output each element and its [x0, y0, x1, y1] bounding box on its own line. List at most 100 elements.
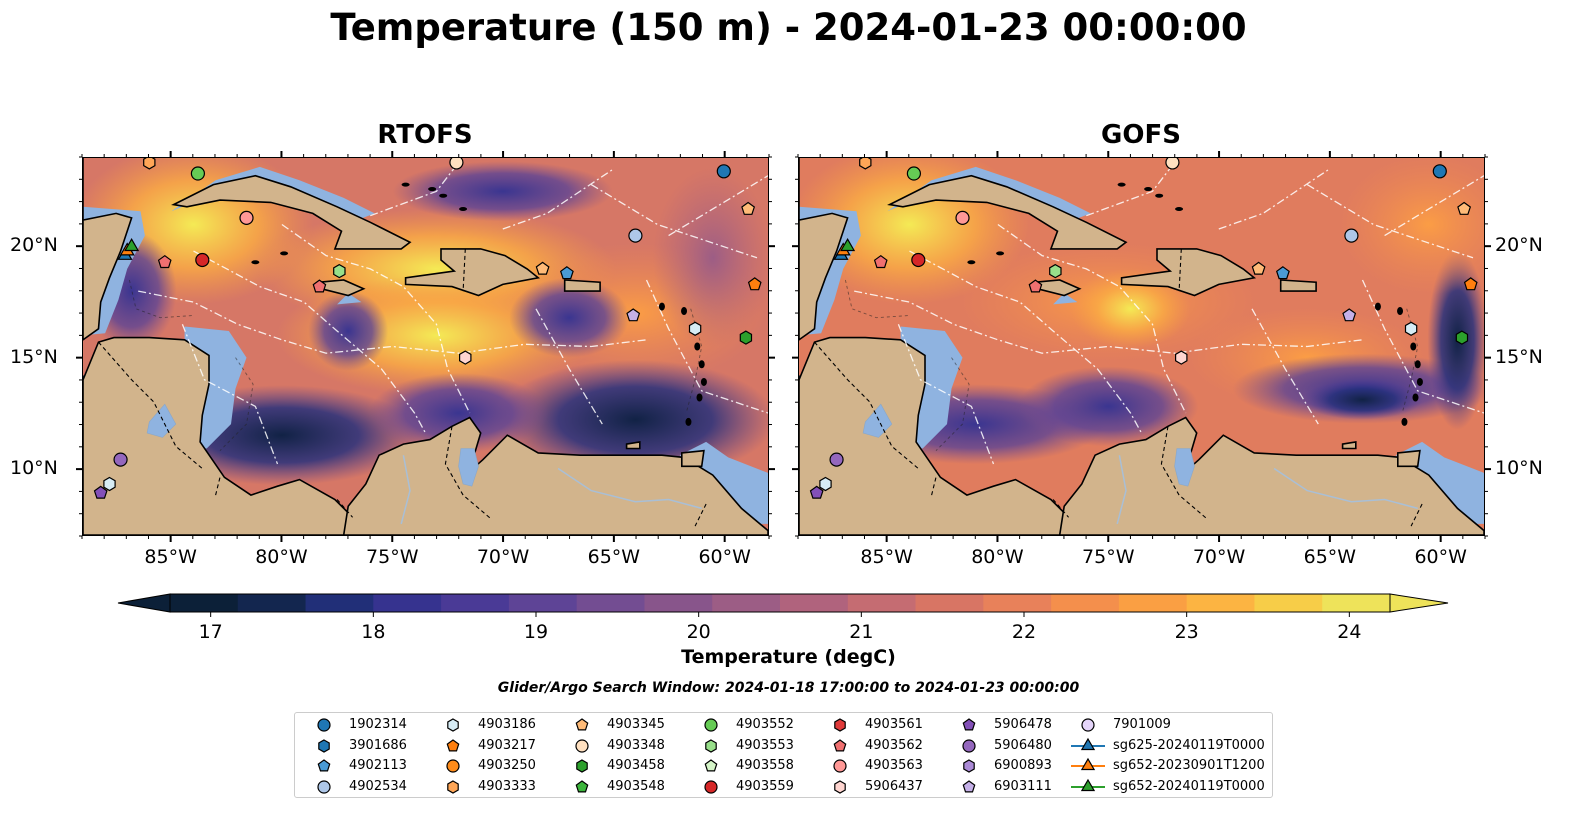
observation-marker-5906478[interactable]	[93, 485, 108, 499]
legend-marker-icon	[446, 759, 460, 773]
observation-marker-4903562[interactable]	[157, 254, 172, 269]
observation-marker-5906478[interactable]	[809, 485, 824, 499]
colorbar-segment	[712, 594, 781, 612]
observation-marker-4903458[interactable]	[1455, 330, 1469, 345]
observation-marker-5906437[interactable]	[459, 350, 472, 365]
colorbar-segment	[1186, 594, 1255, 612]
legend-label: 4903348	[607, 737, 665, 753]
lat-tick-label: 10°N	[1495, 457, 1543, 480]
legend-label: 4903250	[478, 758, 536, 773]
observation-marker-4903458[interactable]	[739, 330, 753, 345]
legend-marker-icon	[447, 779, 459, 794]
legend-label: 4903333	[478, 778, 536, 794]
legend-marker-icon	[963, 759, 975, 773]
observation-marker-4903186[interactable]	[103, 476, 116, 492]
legend-label: 4903558	[736, 758, 794, 773]
observation-marker-4903348[interactable]	[1165, 158, 1180, 170]
legend-label: 4903552	[736, 717, 794, 732]
legend-marker-icon	[704, 759, 718, 772]
legend-marker-icon	[317, 718, 331, 732]
legend-label: 4903561	[865, 717, 923, 732]
observation-marker-4903553[interactable]	[333, 263, 346, 279]
legend-label: 4903186	[478, 717, 536, 732]
colorbar-tick-label: 17	[199, 621, 223, 643]
lon-tick-label: 70°W	[1192, 546, 1246, 568]
observation-marker-4903345[interactable]	[1457, 201, 1472, 215]
observation-marker-4903345[interactable]	[1251, 261, 1266, 275]
legend-marker-icon	[576, 759, 588, 773]
observation-marker-sg652-20240119T0000[interactable]	[124, 237, 140, 252]
observation-marker-4903217[interactable]	[1463, 277, 1478, 291]
observation-marker-4903348[interactable]	[449, 158, 464, 170]
observation-marker-4903552[interactable]	[906, 166, 922, 181]
colorbar-segment	[983, 594, 1052, 612]
observation-marker-4903186[interactable]	[819, 476, 832, 492]
observation-marker-4903186[interactable]	[1404, 321, 1418, 336]
observation-marker-6903111[interactable]	[626, 308, 641, 322]
observation-marker-1902314[interactable]	[716, 164, 731, 179]
colorbar-tick-label: 21	[849, 621, 873, 643]
lat-tick-label: 15°N	[10, 345, 58, 368]
observation-marker-sg652-20240119T0000[interactable]	[840, 237, 856, 252]
legend-label: 4903562	[865, 737, 923, 753]
observation-marker-4902113[interactable]	[1275, 266, 1290, 280]
observation-marker-4903553[interactable]	[1049, 263, 1062, 279]
observation-marker-4903562[interactable]	[873, 254, 888, 269]
legend-marker-icon	[705, 738, 717, 753]
legend-marker-icon	[446, 738, 460, 751]
map-panel-gofs[interactable]	[798, 157, 1485, 536]
lon-tick-label: 65°W	[1303, 546, 1357, 568]
observation-marker-4903562[interactable]	[312, 279, 327, 293]
observation-marker-5906480[interactable]	[113, 452, 128, 467]
observation-marker-5906437[interactable]	[1175, 350, 1188, 365]
legend-label: 6900893	[994, 758, 1052, 773]
observation-marker-6903111[interactable]	[1342, 308, 1357, 322]
colorbar-tick-label: 18	[361, 621, 385, 643]
legend-label: 5906437	[865, 778, 923, 794]
observation-marker-4902534[interactable]	[628, 228, 643, 243]
observation-marker-4903186[interactable]	[688, 321, 702, 336]
lon-tick-label: 60°W	[698, 546, 751, 568]
legend-marker-icon	[317, 779, 331, 794]
observation-marker-4903563[interactable]	[955, 210, 970, 225]
observation-marker-4903217[interactable]	[747, 277, 762, 291]
colorbar-segment	[508, 594, 578, 612]
map-panel-rtofs[interactable]	[82, 157, 769, 536]
legend-marker-icon	[833, 738, 847, 751]
colorbar-tick-label: 24	[1337, 621, 1361, 643]
colorbar-segment	[237, 594, 307, 612]
observation-marker-4903333[interactable]	[143, 158, 156, 170]
colorbar-segment	[915, 594, 984, 612]
observation-marker-4902534[interactable]	[1344, 228, 1359, 243]
lon-tick-label: 80°W	[971, 546, 1024, 568]
observation-marker-1902314[interactable]	[1432, 164, 1447, 179]
figure-title: Temperature (150 m) - 2024-01-23 00:00:0…	[330, 6, 1247, 49]
observation-marker-4903333[interactable]	[859, 158, 872, 170]
legend-marker-icon	[962, 718, 976, 731]
legend-marker-icon	[575, 738, 589, 753]
legend-label: 7901009	[1113, 717, 1171, 732]
lon-tick-label: 75°W	[1082, 546, 1135, 568]
observation-marker-4902113[interactable]	[559, 266, 574, 280]
legend-marker-icon	[704, 779, 718, 794]
colorbar-segment	[576, 594, 645, 612]
legend-marker-icon	[1080, 757, 1096, 771]
colorbar-tick-label: 23	[1175, 621, 1199, 643]
colorbar-segment	[441, 594, 510, 612]
legend-label: 4902534	[349, 778, 407, 794]
observation-marker-5906480[interactable]	[829, 452, 844, 467]
observation-marker-4903559[interactable]	[195, 252, 210, 268]
panel-title-rtofs: RTOFS	[377, 120, 473, 150]
lon-tick-label: 70°W	[476, 546, 530, 568]
observation-marker-4903345[interactable]	[741, 201, 756, 215]
observation-marker-4903563[interactable]	[239, 210, 254, 225]
legend-marker-icon	[834, 718, 846, 732]
lon-tick-label: 85°W	[860, 546, 913, 568]
colorbar: 17 18 19 20 21 22 23 24	[117, 593, 1449, 643]
lon-tick-label: 80°W	[255, 546, 308, 568]
observation-marker-4903552[interactable]	[190, 166, 206, 181]
observation-marker-4903559[interactable]	[911, 252, 926, 268]
legend-label: 4903553	[736, 737, 794, 753]
observation-marker-4903562[interactable]	[1028, 279, 1043, 293]
observation-marker-4903345[interactable]	[535, 261, 550, 275]
